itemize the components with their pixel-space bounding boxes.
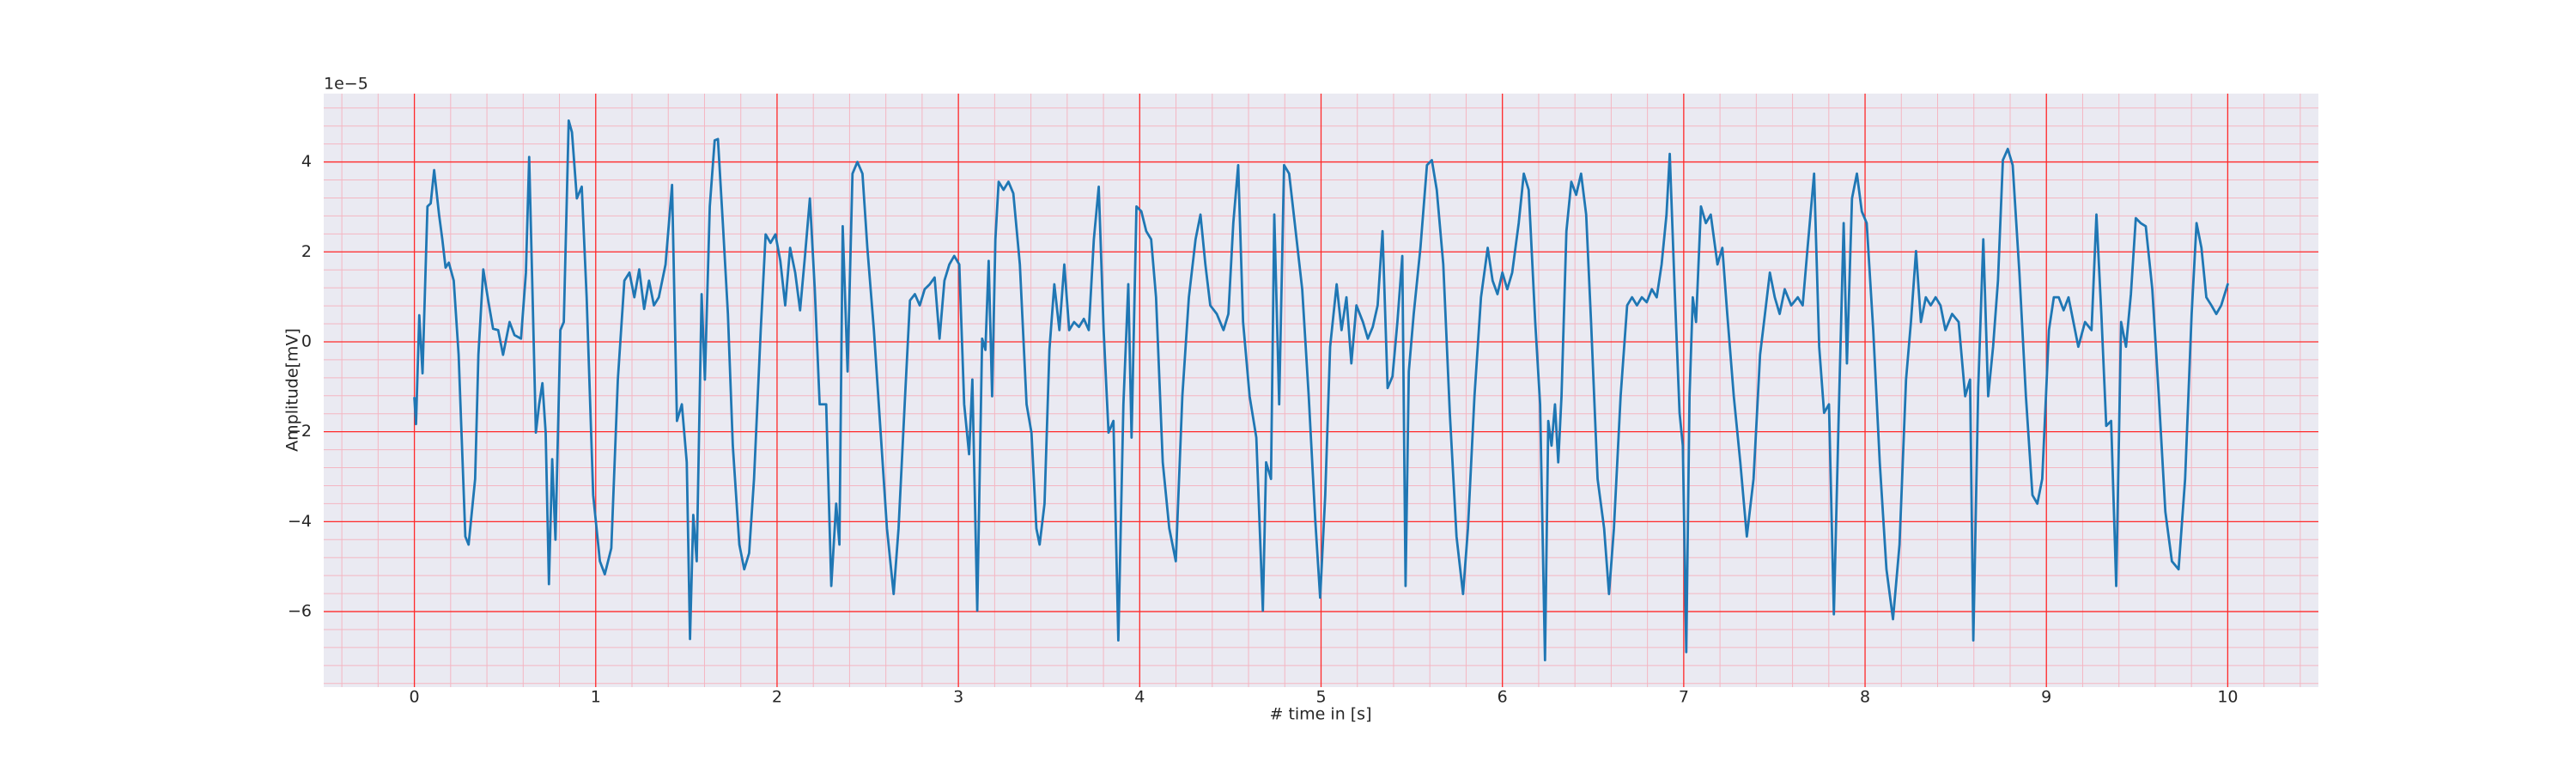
x-tick-label: 9 — [2041, 688, 2051, 707]
x-tick-label: 10 — [2217, 688, 2238, 707]
y-tick-label: 0 — [301, 332, 312, 350]
line-series — [413, 119, 2229, 661]
data — [413, 119, 2229, 661]
labels: # time in [s] Amplitude[mV] 1e−5 0 1 2 3 4 5 6… — [283, 75, 2239, 724]
x-tick-label: 4 — [1134, 688, 1145, 707]
x-tick-label: 1 — [591, 688, 601, 707]
x-tick-label: 5 — [1315, 688, 1326, 707]
x-tick-label: 2 — [772, 688, 782, 707]
y-tick-label: 4 — [301, 152, 312, 171]
y-tick-label: −4 — [288, 512, 312, 531]
grid — [324, 94, 2318, 687]
x-axis-label: # time in [s] — [1269, 705, 1371, 724]
y-tick-label: 2 — [301, 242, 312, 261]
y-tick-label: −2 — [288, 422, 312, 441]
x-tick-label: 7 — [1679, 688, 1689, 707]
x-tick-label: 6 — [1498, 688, 1508, 707]
x-tick-label: 8 — [1860, 688, 1870, 707]
x-tick-label: 3 — [953, 688, 963, 707]
y-axis-label: Amplitude[mV] — [283, 328, 302, 452]
x-tick-label: 0 — [410, 688, 420, 707]
axis-offset-label: 1e−5 — [324, 75, 368, 94]
y-tick-label: −6 — [288, 602, 312, 621]
